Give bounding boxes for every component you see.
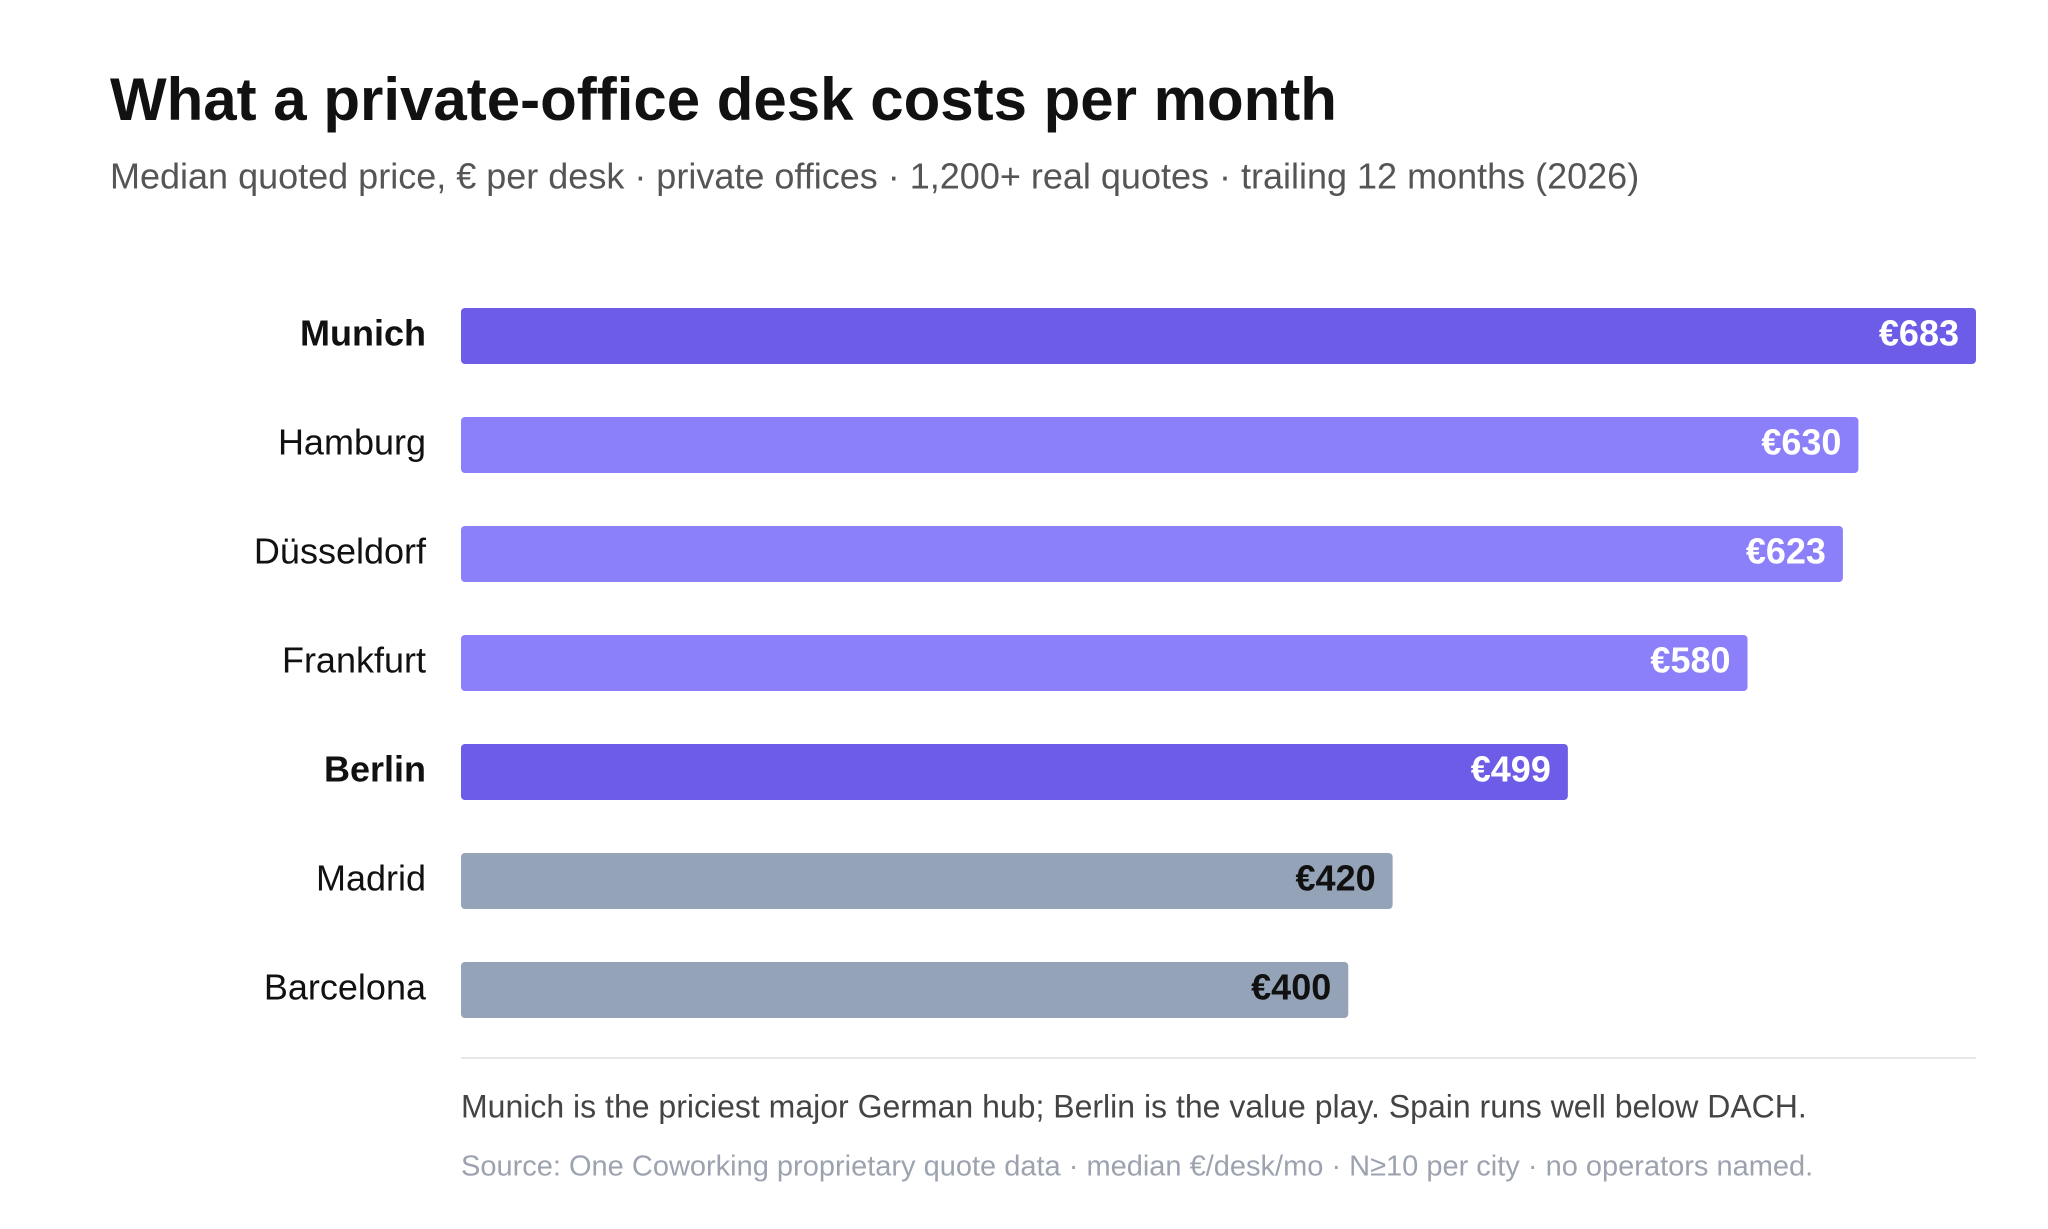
bar [461, 526, 1843, 582]
chart-subtitle: Median quoted price, € per desk · privat… [110, 156, 1639, 197]
value-label: €623 [1746, 531, 1826, 572]
category-label: Berlin [324, 749, 426, 790]
category-label: Madrid [316, 858, 426, 899]
value-label: €400 [1251, 967, 1331, 1008]
bar [461, 417, 1859, 473]
category-label: Düsseldorf [254, 531, 427, 572]
value-label: €420 [1296, 858, 1376, 899]
category-label: Frankfurt [282, 640, 426, 681]
bar [461, 853, 1393, 909]
value-label: €630 [1761, 422, 1841, 463]
bar [461, 635, 1748, 691]
value-label: €683 [1879, 313, 1959, 354]
category-label: Barcelona [264, 967, 427, 1008]
value-label: €580 [1650, 640, 1730, 681]
bar [461, 744, 1568, 800]
annotation: Munich is the priciest major German hub;… [461, 1088, 1807, 1124]
category-label: Hamburg [278, 422, 426, 463]
chart-title: What a private-office desk costs per mon… [110, 66, 1337, 133]
bar [461, 308, 1976, 364]
category-label: Munich [300, 313, 426, 354]
value-label: €499 [1471, 749, 1551, 790]
source: Source: One Coworking proprietary quote … [461, 1151, 1813, 1183]
bar [461, 962, 1349, 1018]
